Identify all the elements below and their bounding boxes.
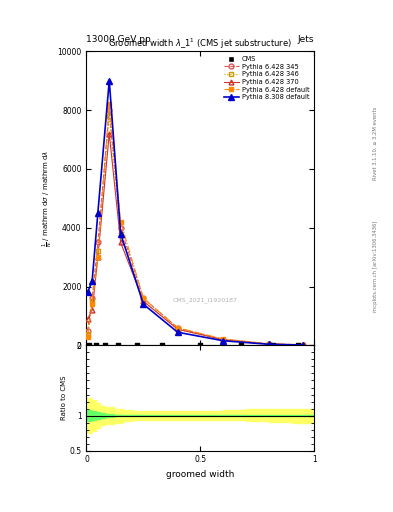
Point [115, 342, 121, 350]
Title: Groomed width $\lambda\_1^1$ (CMS jet substructure): Groomed width $\lambda\_1^1$ (CMS jet su… [108, 37, 292, 51]
Y-axis label: Ratio to CMS: Ratio to CMS [61, 376, 67, 420]
Point [295, 342, 301, 350]
Point [270, 342, 277, 350]
Legend: CMS, Pythia 6.428 345, Pythia 6.428 346, Pythia 6.428 370, Pythia 6.428 default,: CMS, Pythia 6.428 345, Pythia 6.428 346,… [223, 55, 311, 101]
Y-axis label: $\frac{1}{\mathrm{N}}$ / mathrm d$\sigma$ / mathrm d$\lambda$: $\frac{1}{\mathrm{N}}$ / mathrm d$\sigma… [40, 150, 55, 247]
Point [197, 342, 204, 350]
Point [101, 342, 108, 350]
Text: mcplots.cern.ch [arXiv:1306.3436]: mcplots.cern.ch [arXiv:1306.3436] [373, 221, 378, 312]
Text: Jets: Jets [298, 34, 314, 44]
Text: Rivet 3.1.10, ≥ 3.2M events: Rivet 3.1.10, ≥ 3.2M events [373, 106, 378, 180]
Point [238, 342, 244, 350]
Point [158, 342, 165, 350]
Text: CMS_2021_I1920187: CMS_2021_I1920187 [173, 297, 237, 303]
Text: 13000 GeV pp: 13000 GeV pp [86, 34, 151, 44]
Point [86, 342, 92, 350]
X-axis label: groomed width: groomed width [166, 470, 235, 479]
Point [134, 342, 140, 350]
Point [92, 342, 99, 350]
